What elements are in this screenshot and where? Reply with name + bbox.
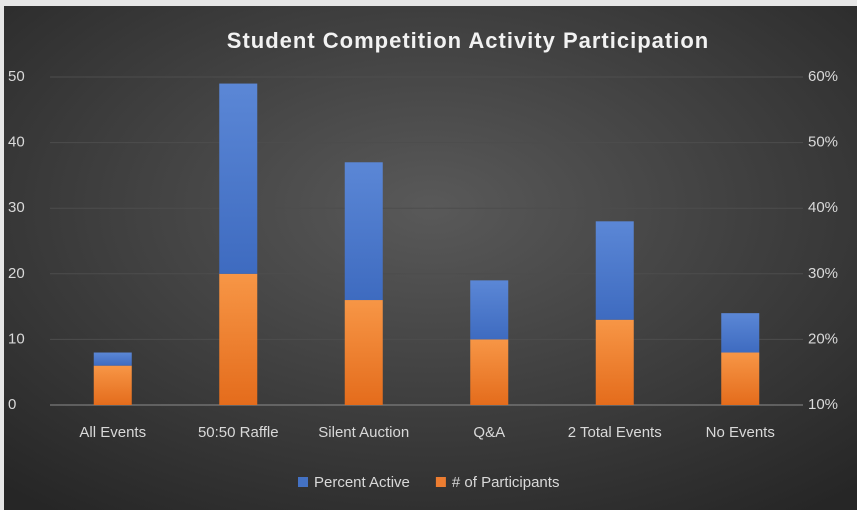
- bar-segment: [470, 339, 509, 405]
- y2-tick-label: 40%: [808, 199, 838, 216]
- y-tick-label: 0: [8, 396, 16, 413]
- y2-tick-label: 50%: [808, 134, 838, 151]
- x-tick-label: Silent Auction: [318, 424, 409, 441]
- legend-swatch: [435, 477, 446, 487]
- bar-segment: [470, 280, 509, 340]
- y2-tick-label: 10%: [808, 396, 838, 413]
- x-tick-label: Q&A: [473, 424, 505, 441]
- legend-label: # of Participants: [452, 474, 560, 491]
- y-tick-label: 50: [8, 68, 25, 85]
- y-tick-label: 10: [8, 330, 25, 347]
- y-tick-label: 20: [8, 265, 25, 282]
- background: [4, 6, 857, 510]
- chart-title: Student Competition Activity Participati…: [227, 28, 709, 53]
- bar-segment: [595, 221, 634, 320]
- legend-label: Percent Active: [314, 474, 410, 491]
- bar-segment: [721, 352, 760, 405]
- y2-tick-label: 30%: [808, 265, 838, 282]
- y-tick-label: 40: [8, 134, 25, 151]
- bar-segment: [93, 352, 132, 366]
- legend-swatch: [298, 477, 308, 487]
- y2-tick-label: 60%: [808, 68, 838, 85]
- legend: Percent Active # of Participants: [298, 474, 559, 491]
- x-tick-label: 2 Total Events: [568, 424, 662, 441]
- bar-segment: [344, 162, 383, 301]
- bar-segment: [344, 300, 383, 405]
- bar-segment: [721, 313, 760, 353]
- bar-segment: [219, 83, 258, 274]
- x-tick-label: All Events: [79, 424, 146, 441]
- y-tick-label: 30: [8, 199, 25, 216]
- x-tick-label: 50:50 Raffle: [198, 424, 279, 441]
- bar-segment: [219, 273, 258, 405]
- bar-segment: [595, 319, 634, 405]
- x-tick-label: No Events: [706, 424, 775, 441]
- bar-segment: [93, 365, 132, 405]
- y2-tick-label: 20%: [808, 330, 838, 347]
